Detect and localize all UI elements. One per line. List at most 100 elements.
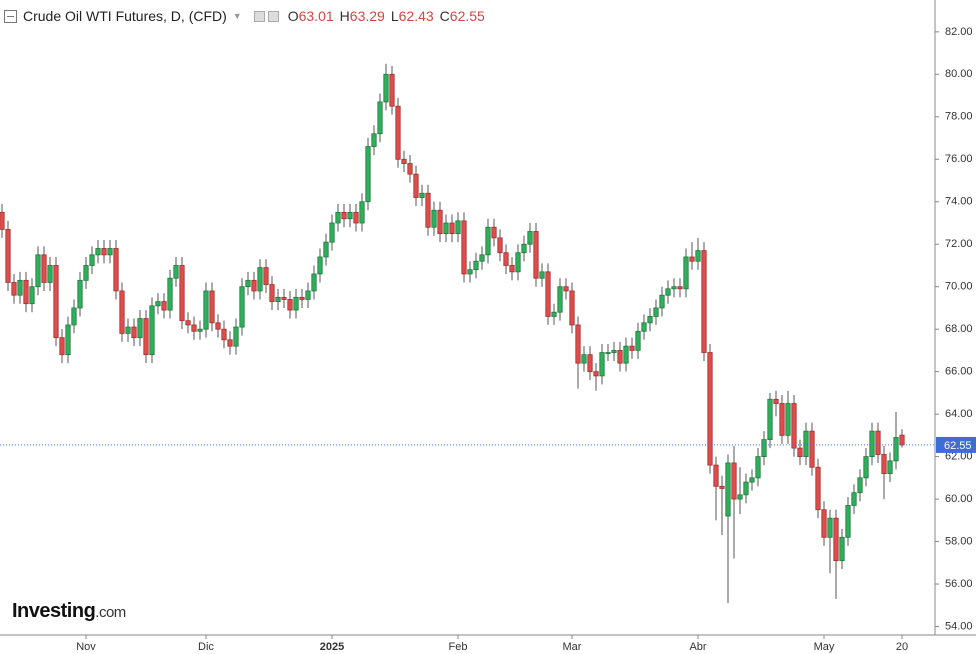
candle-body: [797, 447, 803, 458]
candle-body: [773, 398, 779, 404]
candle-body: [581, 354, 587, 364]
candle-body: [809, 430, 815, 468]
y-tick-label: 70.00: [945, 281, 973, 293]
candle-body: [59, 337, 65, 356]
candle-body: [761, 439, 767, 458]
candle-body: [659, 294, 665, 309]
candle-body: [743, 481, 749, 496]
candle-body: [263, 267, 269, 285]
candle-body: [23, 279, 29, 305]
candle-body: [377, 101, 383, 135]
candle-body: [569, 290, 575, 326]
candle-body: [41, 254, 47, 283]
low-value: 62.43: [398, 8, 434, 24]
y-tick-label: 78.00: [945, 111, 973, 123]
candle-body: [749, 477, 755, 483]
candle-body: [341, 211, 347, 220]
x-tick-label: Dic: [198, 641, 214, 653]
candle-body: [509, 265, 515, 273]
high-value: 63.29: [349, 8, 385, 24]
candle-body: [215, 322, 221, 330]
candle-body: [593, 371, 599, 377]
candle-body: [53, 265, 59, 339]
candle-body: [497, 237, 503, 254]
y-tick-label: 58.00: [945, 535, 973, 547]
candle-body: [329, 222, 335, 243]
candle-body: [305, 290, 311, 300]
candle-body: [47, 265, 53, 283]
x-tick-label: Nov: [76, 641, 96, 653]
settings-icon[interactable]: [253, 10, 265, 22]
candle-body: [863, 456, 869, 479]
candle-body: [17, 279, 23, 296]
x-tick-label: May: [814, 641, 835, 653]
candle-body: [77, 279, 83, 309]
candle-body: [365, 146, 371, 203]
high-label: H: [339, 8, 350, 24]
candle-body: [587, 354, 593, 373]
candle-body: [125, 326, 131, 334]
open-label: O: [287, 8, 299, 24]
x-tick-label: 20: [896, 641, 908, 653]
candle-body: [113, 248, 119, 292]
candle-body: [461, 220, 467, 275]
candle-body: [35, 254, 41, 288]
candle-body: [431, 209, 437, 228]
chart-header: Crude Oil WTI Futures, D, (CFD) ▼ O 63.01…: [4, 6, 485, 26]
candle-body: [191, 324, 197, 332]
candle-body: [71, 307, 77, 326]
candle-body: [245, 279, 251, 288]
candle-body: [389, 73, 395, 107]
y-tick-label: 80.00: [945, 68, 973, 80]
candle-body: [701, 250, 707, 353]
candle-body: [347, 211, 353, 220]
candle-body: [149, 305, 155, 356]
candle-body: [563, 286, 569, 292]
candle-body: [221, 328, 227, 341]
candle-body: [89, 254, 95, 266]
candle-body: [545, 271, 551, 317]
y-tick-label: 74.00: [945, 196, 973, 208]
y-tick-label: 76.00: [945, 153, 973, 165]
close-value: 62.55: [449, 8, 485, 24]
collapse-icon[interactable]: [4, 9, 17, 23]
candle-body: [641, 322, 647, 332]
candle-body: [161, 301, 167, 311]
close-label: C: [439, 8, 450, 24]
candle-body: [473, 260, 479, 271]
candle-body: [323, 241, 329, 258]
candle-body: [599, 352, 605, 377]
candle-body: [653, 307, 659, 317]
candle-body: [635, 330, 641, 351]
candle-body: [623, 345, 629, 364]
y-tick-label: 72.00: [945, 238, 973, 250]
candle-body: [713, 464, 719, 487]
candle-body: [467, 269, 473, 275]
candle-body: [5, 228, 11, 283]
candle-body: [611, 350, 617, 353]
candle-body: [605, 352, 611, 354]
candles: [0, 63, 905, 604]
candle-body: [83, 265, 89, 281]
logo-name: Investing: [12, 600, 96, 622]
candle-body: [269, 284, 275, 302]
candle-body: [707, 352, 713, 466]
candle-body: [785, 403, 791, 436]
last-price-label: 62.55: [944, 440, 972, 452]
dropdown-caret[interactable]: ▼: [232, 11, 242, 21]
candle-body: [317, 256, 323, 275]
candle-body: [239, 286, 245, 328]
candle-body: [383, 73, 389, 103]
candle-body: [95, 248, 101, 256]
y-tick-label: 62.00: [945, 451, 973, 463]
y-tick-label: 68.00: [945, 323, 973, 335]
candle-body: [257, 267, 263, 292]
hide-icon[interactable]: [267, 10, 279, 22]
candle-body: [311, 273, 317, 292]
candle-body: [647, 316, 653, 324]
candle-body: [617, 350, 623, 364]
x-tick-label: Mar: [563, 641, 582, 653]
candle-body: [485, 226, 491, 256]
